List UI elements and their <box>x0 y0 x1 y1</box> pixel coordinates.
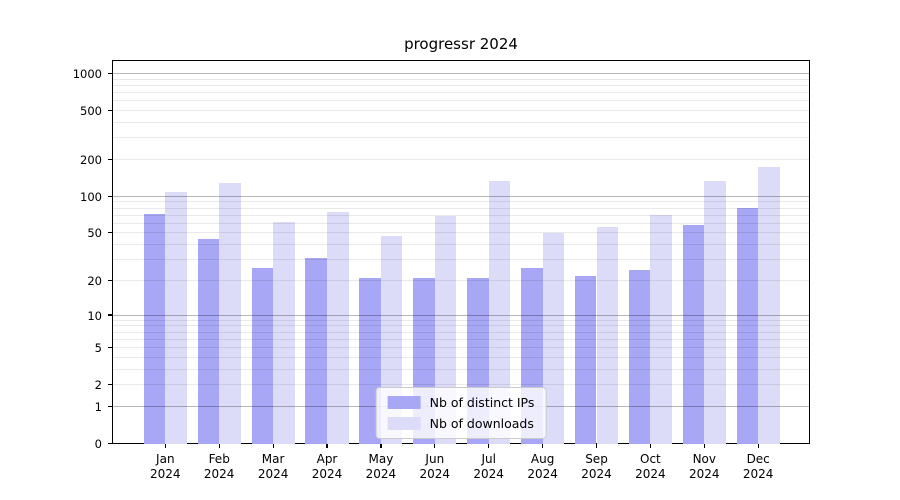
x-tick-mark <box>757 444 759 448</box>
grid-line-minor <box>112 110 810 112</box>
grid-line-major <box>112 73 810 75</box>
bar-downloads <box>219 182 241 444</box>
y-tick-label: 1 <box>94 399 102 414</box>
bar-distinct-ips <box>574 276 597 444</box>
x-tick-mark <box>434 444 436 448</box>
x-tick-label: Sep 2024 <box>581 452 612 481</box>
y-tick-mark <box>108 232 112 234</box>
y-tick-label: 100 <box>80 189 102 204</box>
x-tick-mark <box>326 444 328 448</box>
x-tick-label: Apr 2024 <box>311 452 343 481</box>
grid-line-minor <box>112 78 810 80</box>
bar-downloads <box>273 222 295 444</box>
grid-line-minor <box>112 84 810 86</box>
y-tick-mark <box>108 72 112 75</box>
bar-distinct-ips <box>628 269 651 444</box>
bar-downloads <box>542 233 565 444</box>
y-tick-mark <box>108 383 112 386</box>
y-tick-label: 50 <box>87 226 102 241</box>
x-tick-label: Nov 2024 <box>689 452 720 481</box>
grid-line-minor <box>112 122 810 124</box>
legend-item-downloads: Nb of downloads <box>387 416 535 431</box>
bar-distinct-ips <box>197 238 220 444</box>
legend-label-downloads: Nb of downloads <box>429 416 534 431</box>
x-tick-label: Aug 2024 <box>527 452 558 481</box>
y-tick-mark <box>108 195 112 197</box>
x-tick-mark <box>272 444 274 448</box>
x-tick-label: Dec 2024 <box>742 452 774 481</box>
y-tick-mark <box>108 405 112 407</box>
x-tick-label: Oct 2024 <box>635 452 666 481</box>
y-tick-label: 10 <box>87 308 102 323</box>
x-tick-mark <box>703 444 705 448</box>
y-tick-label: 0 <box>94 437 102 451</box>
x-tick-label: Feb 2024 <box>203 452 235 481</box>
legend-swatch-downloads <box>387 417 421 430</box>
x-tick-mark <box>164 444 166 448</box>
x-axis: Jan 2024 Feb 2024 Mar 2024 Apr 2024 May 2024 Jun 20… <box>112 444 810 500</box>
bar-downloads <box>650 215 672 444</box>
y-tick-mark <box>108 279 112 281</box>
bar-downloads <box>704 180 726 444</box>
x-tick-mark <box>218 444 220 448</box>
y-tick-mark <box>108 109 112 112</box>
y-tick-label: 2 <box>94 378 102 393</box>
grid-line-minor <box>112 100 810 102</box>
legend-label-distinct-ips: Nb of distinct IPs <box>429 395 535 410</box>
y-tick-label: 200 <box>80 153 102 168</box>
bar-downloads <box>327 212 349 444</box>
bar-downloads <box>488 180 511 444</box>
bar-downloads <box>596 226 619 444</box>
x-tick-label: Jun 2024 <box>419 452 451 481</box>
bar-downloads <box>165 191 187 444</box>
x-tick-mark <box>488 444 490 448</box>
y-axis: 0 1 2 5 10 20 50 100 200 500 1000 <box>0 60 112 451</box>
x-tick-mark <box>649 444 652 448</box>
bar-distinct-ips <box>305 258 327 444</box>
grid-line-minor <box>112 92 810 94</box>
x-tick-mark <box>542 444 544 448</box>
x-tick-label: Mar 2024 <box>257 452 289 481</box>
chart-title: progressr 2024 <box>404 35 518 53</box>
legend: Nb of distinct IPs Nb of downloads <box>375 387 547 439</box>
legend-swatch-distinct-ips <box>387 396 421 409</box>
grid-line-minor <box>112 159 810 161</box>
y-tick-label: 1000 <box>72 67 102 82</box>
x-tick-label: Jan 2024 <box>150 452 181 481</box>
x-tick-mark <box>380 444 382 448</box>
x-tick-mark <box>595 444 598 448</box>
bar-distinct-ips <box>251 267 274 444</box>
x-tick-label: May 2024 <box>365 452 397 481</box>
bar-distinct-ips <box>359 278 381 444</box>
y-tick-mark <box>108 314 112 316</box>
bar-distinct-ips <box>143 213 166 444</box>
bar-downloads <box>434 215 457 444</box>
bar-downloads <box>758 166 780 444</box>
bar-distinct-ips <box>682 224 705 444</box>
y-tick-mark <box>108 346 112 349</box>
y-tick-label: 20 <box>87 273 102 288</box>
plot-area: Nb of distinct IPs Nb of downloads <box>112 60 810 444</box>
x-tick-label: Jul 2024 <box>473 452 504 481</box>
y-tick-label: 500 <box>80 104 102 119</box>
y-tick-mark <box>108 158 112 161</box>
bar-distinct-ips <box>736 208 759 444</box>
y-tick-mark <box>108 442 112 444</box>
y-tick-label: 5 <box>94 341 102 356</box>
legend-item-distinct-ips: Nb of distinct IPs <box>387 395 535 410</box>
grid-line-minor <box>112 137 810 139</box>
